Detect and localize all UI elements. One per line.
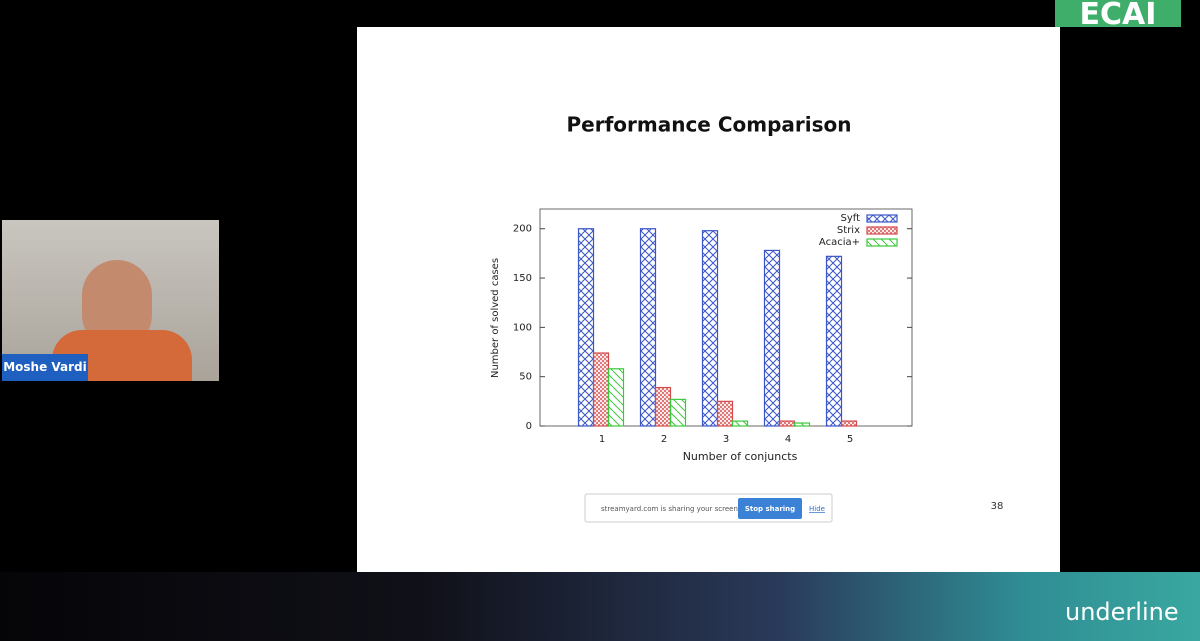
share-bar: streamyard.com is sharing your screen. S… [584, 493, 833, 523]
legend-label: Acacia+ [819, 237, 860, 248]
legend-swatch [866, 238, 898, 247]
page-number: 38 [991, 501, 1004, 512]
y-tick-label: 100 [513, 322, 532, 333]
y-tick-label: 0 [526, 421, 532, 432]
footer-band [0, 572, 1200, 641]
stop-sharing-button[interactable] [738, 498, 802, 519]
bar [639, 228, 657, 427]
bar [778, 420, 796, 427]
bar [669, 398, 687, 427]
x-axis-label: Number of conjuncts [683, 450, 798, 463]
bar [577, 228, 595, 427]
legend-swatch [866, 226, 898, 235]
y-axis-label: Number of solved cases [490, 258, 501, 378]
share-message: streamyard.com is sharing your screen. [601, 505, 740, 513]
x-tick-label: 4 [785, 434, 791, 445]
bar [701, 230, 719, 427]
legend-swatch [866, 214, 898, 223]
legend-label: Syft [840, 213, 860, 224]
bar [825, 255, 843, 427]
x-tick-label: 3 [723, 434, 729, 445]
bar [763, 249, 781, 427]
slide: Performance Comparison Number of conjunc… [357, 27, 1060, 572]
bar [592, 352, 610, 427]
bar [654, 386, 672, 427]
hide-link[interactable]: Hide [809, 505, 825, 513]
platform-brand: underline [1065, 598, 1179, 626]
x-tick-label: 2 [661, 434, 667, 445]
y-tick-label: 150 [513, 273, 532, 284]
conference-logo: ECAI [1055, 0, 1181, 27]
speaker-name: Moshe Vardi [2, 354, 88, 381]
bar [716, 400, 734, 427]
stop-sharing-label[interactable]: Stop sharing [745, 505, 795, 513]
bar [840, 420, 858, 427]
bar [731, 420, 749, 427]
bar [607, 368, 625, 427]
x-tick-label: 5 [847, 434, 853, 445]
chart-title: Performance Comparison [566, 113, 851, 137]
y-tick-label: 200 [513, 224, 532, 235]
bar [793, 422, 811, 427]
y-tick-label: 50 [519, 372, 532, 383]
x-tick-label: 1 [599, 434, 605, 445]
legend-label: Strix [837, 225, 860, 236]
